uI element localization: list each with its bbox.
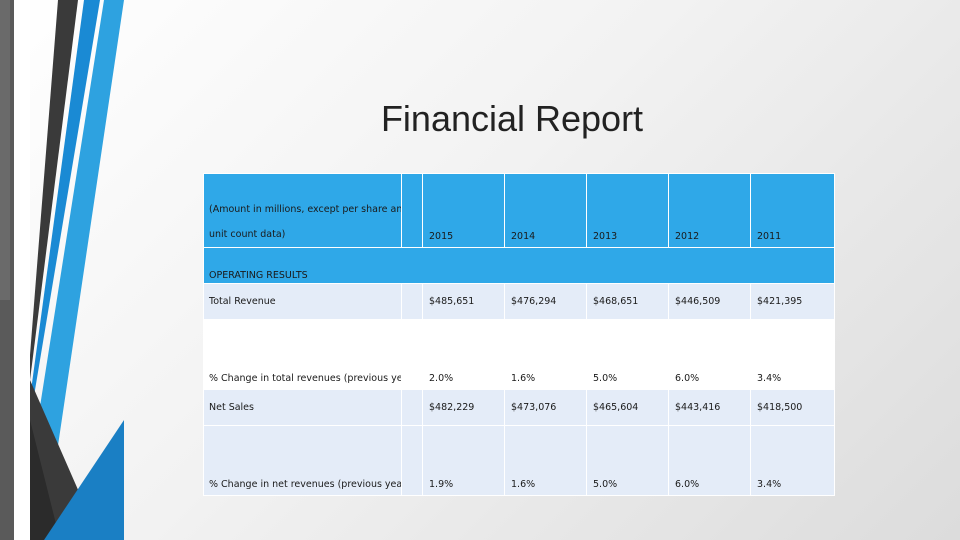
table-cell: 1.9% — [422, 425, 505, 496]
table-cell: $485,651 — [422, 283, 505, 320]
table-cell: 1.6% — [504, 319, 587, 390]
spacer-cell — [401, 283, 423, 320]
table-row: Total Revenue $485,651 $476,294 $468,651… — [203, 283, 835, 320]
table-row: Net Sales $482,229 $473,076 $465,604 $44… — [203, 389, 835, 426]
table-cell: 6.0% — [668, 425, 751, 496]
table-cell: 2.0% — [422, 319, 505, 390]
table-cell: $465,604 — [586, 389, 669, 426]
table-cell: $421,395 — [750, 283, 835, 320]
table-cell: 6.0% — [668, 319, 751, 390]
year-header: 2014 — [504, 173, 587, 248]
row-label: Total Revenue — [203, 283, 402, 320]
table-header-row: (Amount in millions, except per share an… — [203, 173, 835, 248]
year-header: 2012 — [668, 173, 751, 248]
table-cell: $418,500 — [750, 389, 835, 426]
table-cell: 5.0% — [586, 425, 669, 496]
table-cell: 1.6% — [504, 425, 587, 496]
table-cell: $473,076 — [504, 389, 587, 426]
year-header: 2011 — [750, 173, 835, 248]
table-cell: $446,509 — [668, 283, 751, 320]
row-label: Net Sales — [203, 389, 402, 426]
section-label: OPERATING RESULTS — [203, 247, 835, 284]
spacer-cell — [401, 173, 423, 248]
table-cell: 3.4% — [750, 425, 835, 496]
table-row: % Change in total revenues (previous yea… — [203, 319, 835, 390]
table-cell: $468,651 — [586, 283, 669, 320]
table-cell: $482,229 — [422, 389, 505, 426]
table-row: % Change in net revenues (previous year)… — [203, 425, 835, 496]
table-cell: $443,416 — [668, 389, 751, 426]
spacer-cell — [401, 425, 423, 496]
year-header: 2015 — [422, 173, 505, 248]
row-label: % Change in total revenues (previous yea… — [203, 319, 402, 390]
financial-table: (Amount in millions, except per share an… — [203, 173, 835, 496]
year-header: 2013 — [586, 173, 669, 248]
table-cell: 5.0% — [586, 319, 669, 390]
row-label: % Change in net revenues (previous year) — [203, 425, 402, 496]
header-label-cell: (Amount in millions, except per share an… — [203, 173, 402, 248]
header-label-line2: unit count data) — [209, 229, 286, 240]
page-title: Financial Report — [380, 98, 644, 139]
spacer-cell — [401, 389, 423, 426]
table-cell: 3.4% — [750, 319, 835, 390]
decorative-stripes — [0, 0, 124, 540]
header-label-line1: (Amount in millions, except per share an… — [209, 204, 402, 215]
spacer-cell — [401, 319, 423, 390]
section-row: OPERATING RESULTS — [203, 247, 835, 284]
table-cell: $476,294 — [504, 283, 587, 320]
